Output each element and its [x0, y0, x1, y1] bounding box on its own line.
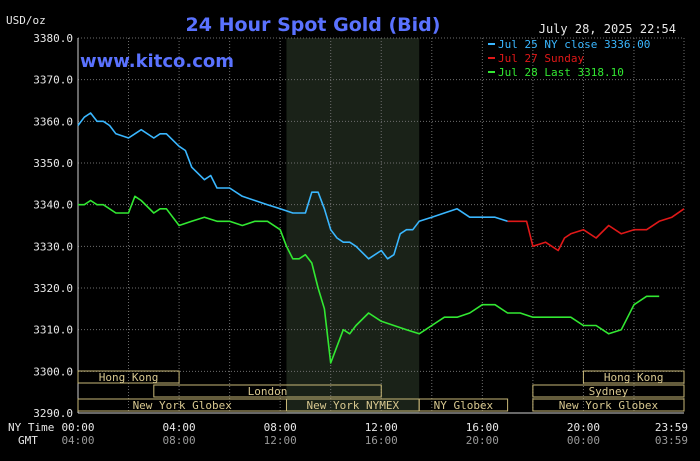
session-label: Hong Kong	[604, 371, 664, 384]
x-tick-label-gmt: 16:00	[365, 434, 398, 447]
session-label: New York NYMEX	[306, 399, 399, 412]
legend: Jul 25 NY close 3336.00 Jul 27 Sunday Ju…	[488, 38, 650, 79]
session-label: New York Globex	[133, 399, 233, 412]
session-bar	[77, 370, 180, 384]
session-layer: Hong Kong London New York Globex New York N…	[77, 370, 685, 412]
session-label: NY Globex	[434, 399, 494, 412]
y-tick-label: 3360.0	[33, 115, 73, 128]
series-line-2	[78, 195, 660, 364]
y-tick-label: 3310.0	[33, 324, 73, 337]
x-tick-label-gmt: 08:00	[163, 434, 196, 447]
legend-item-jul27: Jul 27 Sunday	[488, 52, 584, 65]
watermark: www.kitco.com	[80, 51, 234, 72]
y-tick-labels: 3380.0 3370.0 3360.0 3350.0 3340.0 3330.0 3320…	[33, 32, 73, 420]
session-bar	[153, 384, 382, 398]
y-tick-label: 3370.0	[33, 74, 73, 87]
session-bar	[582, 370, 685, 384]
session-bar	[418, 398, 509, 412]
x-tick-label-nytime: 23:59	[655, 421, 688, 434]
x-tick-label-gmt: 00:00	[567, 434, 600, 447]
legend-swatch-jul25	[488, 43, 495, 45]
timestamp: July 28, 2025 22:54	[539, 22, 676, 36]
grid-layer	[77, 37, 685, 414]
x-tick-label-nytime: 00:00	[61, 421, 94, 434]
x-tick-label-gmt: 12:00	[264, 434, 297, 447]
legend-label-jul28: Jul 28 Last 3318.10	[498, 66, 624, 79]
session-label: New York Globex	[559, 399, 659, 412]
y-unit-label: USD/oz	[6, 14, 46, 27]
legend-swatch-jul28	[488, 71, 495, 73]
session-bar	[532, 384, 685, 398]
nymex-session-highlight	[286, 38, 420, 413]
session-label: Sydney	[589, 385, 629, 398]
session-label: London	[248, 385, 288, 398]
legend-label-jul25: Jul 25 NY close 3336.00	[498, 38, 650, 51]
session-bar	[532, 398, 685, 412]
x-row-label-nytime: NY Time	[8, 421, 54, 434]
x-tick-label-nytime: 08:00	[264, 421, 297, 434]
session-label: Hong Kong	[99, 371, 159, 384]
series-line-1	[507, 208, 685, 252]
x-tick-label-nytime: 12:00	[365, 421, 398, 434]
highlight-layer	[286, 38, 420, 413]
y-tick-label: 3300.0	[33, 365, 73, 378]
y-tick-label: 3340.0	[33, 199, 73, 212]
x-tick-labels: 00:00 04:00 08:00 12:00 16:00 20:00 23:5904:00…	[61, 421, 688, 447]
x-tick-label-gmt: 20:00	[466, 434, 499, 447]
x-tick-label-nytime: 16:00	[466, 421, 499, 434]
x-tick-label-gmt: 03:59	[655, 434, 688, 447]
chart-title: 24 Hour Spot Gold (Bid)	[186, 14, 441, 36]
series-layer	[77, 112, 685, 364]
x-tick-label-gmt: 04:00	[61, 434, 94, 447]
legend-swatch-jul27	[488, 57, 495, 59]
x-row-label-gmt: GMT	[18, 434, 38, 447]
x-tick-label-nytime: 20:00	[567, 421, 600, 434]
y-tick-label: 3330.0	[33, 240, 73, 253]
legend-label-jul27: Jul 27 Sunday	[498, 52, 584, 65]
y-tick-label: 3320.0	[33, 282, 73, 295]
y-tick-label: 3290.0	[33, 407, 73, 420]
y-tick-label: 3350.0	[33, 157, 73, 170]
x-tick-label-nytime: 04:00	[163, 421, 196, 434]
legend-item-jul25: Jul 25 NY close 3336.00	[488, 38, 650, 51]
series-line-0	[77, 112, 508, 260]
legend-item-jul28: Jul 28 Last 3318.10	[488, 66, 624, 79]
y-tick-label: 3380.0	[33, 32, 73, 45]
